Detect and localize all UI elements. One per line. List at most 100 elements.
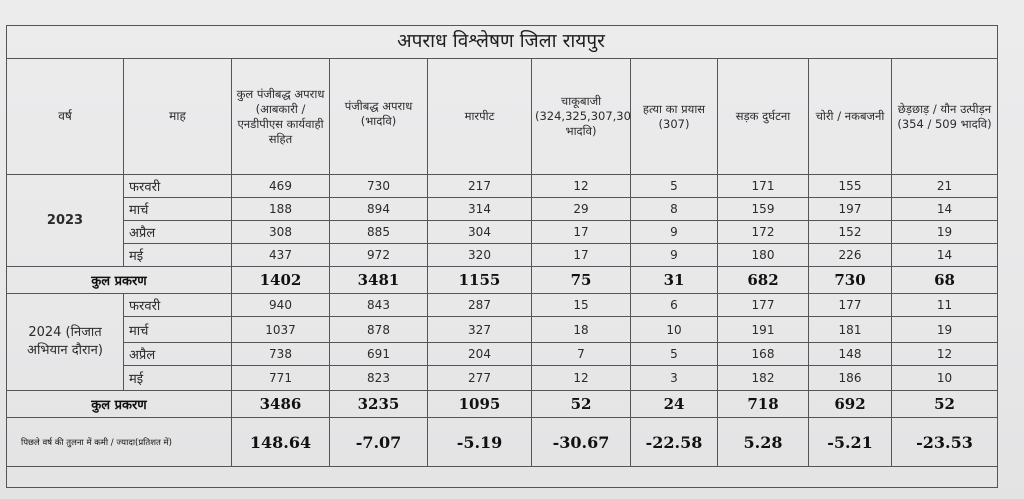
year-2024-label: 2024 (निजात अभियान दौरान)	[6, 293, 124, 391]
value-cell: 304	[427, 220, 532, 244]
table-row: 2024 (निजात अभियान दौरान) फरवरी 940 843 …	[6, 293, 998, 391]
value-cell: 940	[231, 293, 330, 317]
header-total-registered: कुल पंजीबद्ध अपराध (आबकारी / एनडीपीएस का…	[231, 58, 330, 175]
value-cell: 5	[630, 342, 718, 366]
total-cell: 1095	[427, 390, 532, 418]
total-cell: 682	[717, 266, 809, 294]
value-cell: 186	[808, 365, 892, 391]
value-cell: 12	[891, 342, 998, 366]
comparison-cell: -30.67	[531, 417, 631, 467]
value-cell: 972	[329, 243, 428, 267]
comparison-cell: 148.64	[231, 417, 330, 467]
value-cell: 878	[329, 316, 428, 343]
value-cell: 885	[329, 220, 428, 244]
header-stabbing: चाकूबाजी (324,325,307,302 भादवि)	[531, 58, 631, 175]
value-cell: 11	[891, 293, 998, 317]
header-harassment: छेड़छाड़ / यौन उत्पीड़न (354 / 509 भादवि…	[891, 58, 998, 175]
value-cell: 320	[427, 243, 532, 267]
total-cell: 730	[808, 266, 892, 294]
value-cell: 18	[531, 316, 631, 343]
value-cell: 226	[808, 243, 892, 267]
comparison-cell: -5.19	[427, 417, 532, 467]
value-cell: 738	[231, 342, 330, 366]
month-cell: अप्रैल	[123, 220, 232, 244]
value-cell: 29	[531, 197, 631, 221]
total-cell: 3481	[329, 266, 428, 294]
value-cell: 287	[427, 293, 532, 317]
total-cell: 68	[891, 266, 998, 294]
value-cell: 180	[717, 243, 809, 267]
table-row: मार्च 1037 878 327 18 10 191 181 19	[7, 316, 998, 343]
header-assault: मारपीट	[427, 58, 532, 175]
value-cell: 437	[231, 243, 330, 267]
year-2023-label: 2023	[6, 174, 124, 267]
total-label: कुल प्रकरण	[6, 266, 232, 294]
month-cell: मार्च	[123, 197, 232, 221]
total-label: कुल प्रकरण	[6, 390, 232, 418]
header-road-accident: सड़क दुर्घटना	[717, 58, 809, 175]
value-cell: 177	[808, 293, 892, 317]
header-row: वर्ष माह कुल पंजीबद्ध अपराध (आबकारी / एन…	[6, 58, 998, 175]
value-cell: 177	[717, 293, 809, 317]
table-row: 2023 फरवरी 469 730 217 12 5 171 155 21	[6, 174, 998, 267]
header-attempt-murder: हत्या का प्रयास (307)	[630, 58, 718, 175]
table-row: मार्च 188 894 314 29 8 159 197 14	[7, 197, 998, 221]
total-cell: 1155	[427, 266, 532, 294]
value-cell: 3	[630, 365, 718, 391]
month-cell: फरवरी	[123, 174, 232, 198]
value-cell: 172	[717, 220, 809, 244]
table-row: अप्रैल 738 691 204 7 5 168 148 12	[7, 342, 998, 366]
total-cell: 3486	[231, 390, 330, 418]
value-cell: 17	[531, 243, 631, 267]
total-cell: 52	[891, 390, 998, 418]
total-row-2024: कुल प्रकरण 3486 3235 1095 52 24 718 692 …	[6, 390, 998, 418]
value-cell: 12	[531, 174, 631, 198]
value-cell: 277	[427, 365, 532, 391]
value-cell: 155	[808, 174, 892, 198]
total-cell: 31	[630, 266, 718, 294]
value-cell: 5	[630, 174, 718, 198]
comparison-row: पिछले वर्ष की तुलना में कमी / ज्यादा(प्र…	[6, 417, 998, 467]
value-cell: 730	[329, 174, 428, 198]
comparison-cell: -5.21	[808, 417, 892, 467]
value-cell: 6	[630, 293, 718, 317]
value-cell: 469	[231, 174, 330, 198]
comparison-cell: -7.07	[329, 417, 428, 467]
value-cell: 9	[630, 220, 718, 244]
header-theft: चोरी / नकबजनी	[808, 58, 892, 175]
value-cell: 181	[808, 316, 892, 343]
value-cell: 14	[891, 197, 998, 221]
value-cell: 191	[717, 316, 809, 343]
value-cell: 19	[891, 220, 998, 244]
value-cell: 159	[717, 197, 809, 221]
comparison-label: पिछले वर्ष की तुलना में कमी / ज्यादा(प्र…	[6, 417, 232, 467]
value-cell: 14	[891, 243, 998, 267]
month-cell: अप्रैल	[123, 342, 232, 366]
month-cell: फरवरी	[123, 293, 232, 317]
total-row-2023: कुल प्रकरण 1402 3481 1155 75 31 682 730 …	[6, 266, 998, 294]
comparison-cell: -22.58	[630, 417, 718, 467]
value-cell: 843	[329, 293, 428, 317]
header-year: वर्ष	[6, 58, 124, 175]
comparison-cell: -23.53	[891, 417, 998, 467]
value-cell: 217	[427, 174, 532, 198]
value-cell: 171	[717, 174, 809, 198]
value-cell: 21	[891, 174, 998, 198]
value-cell: 894	[329, 197, 428, 221]
value-cell: 19	[891, 316, 998, 343]
month-cell: मई	[123, 365, 232, 391]
value-cell: 7	[531, 342, 631, 366]
value-cell: 148	[808, 342, 892, 366]
total-cell: 52	[531, 390, 631, 418]
total-cell: 75	[531, 266, 631, 294]
table-row: अप्रैल 308 885 304 17 9 172 152 19	[7, 220, 998, 244]
month-cell: मार्च	[123, 316, 232, 343]
value-cell: 771	[231, 365, 330, 391]
table-row: मई 437 972 320 17 9 180 226 14	[7, 243, 998, 267]
value-cell: 8	[630, 197, 718, 221]
value-cell: 152	[808, 220, 892, 244]
value-cell: 1037	[231, 316, 330, 343]
value-cell: 12	[531, 365, 631, 391]
total-cell: 692	[808, 390, 892, 418]
crime-analysis-table: वर्ष माह कुल पंजीबद्ध अपराध (आबकारी / एन…	[6, 58, 998, 467]
